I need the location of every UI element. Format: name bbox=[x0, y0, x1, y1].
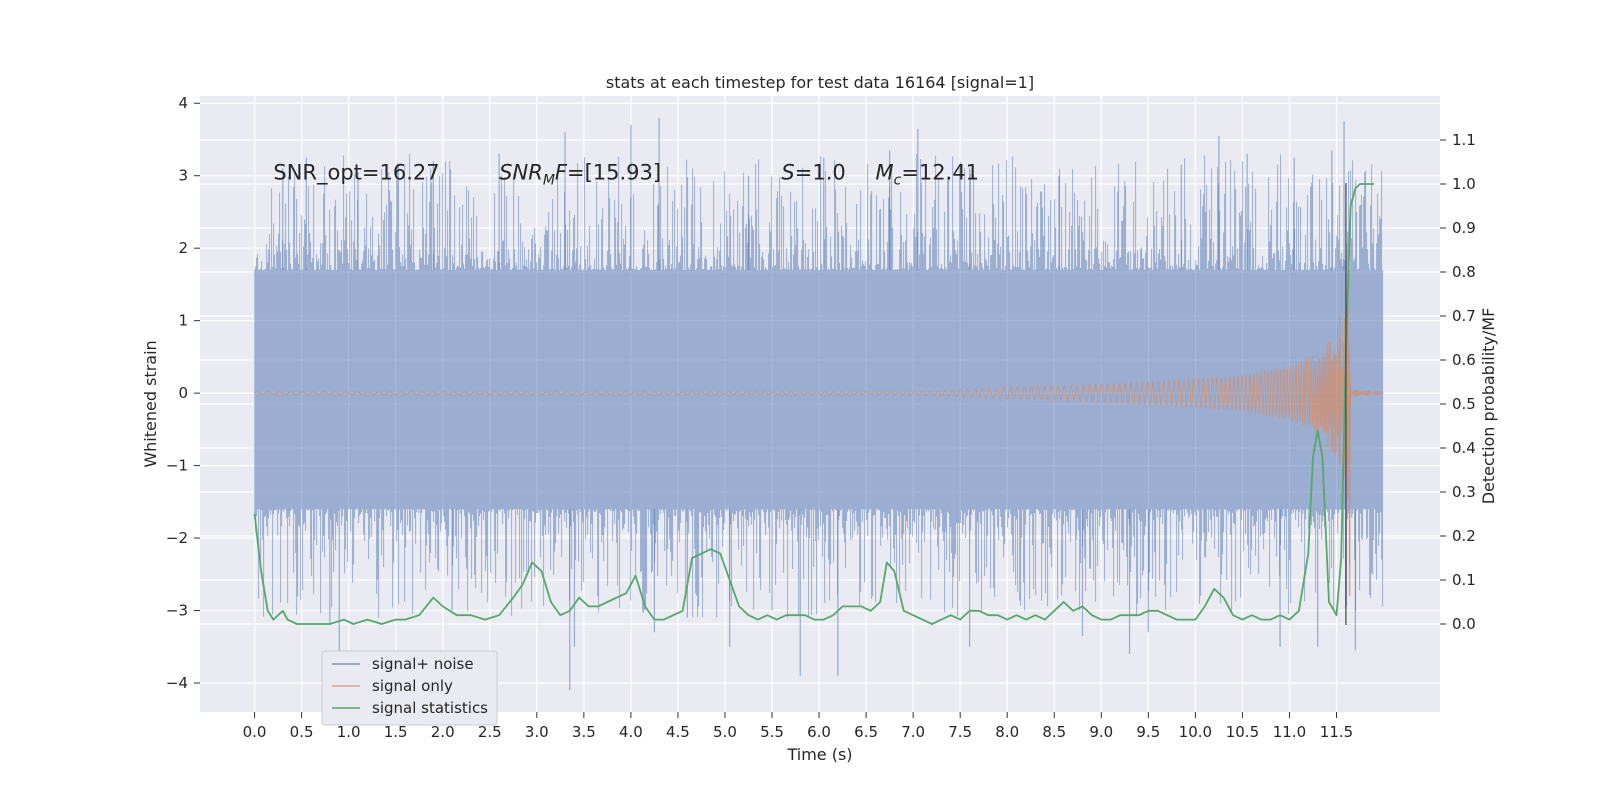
annotations: SNR_opt=16.27 SNRMF=[15.93] S=1.0 Mc=12.… bbox=[273, 160, 979, 188]
y-left-tick-label: −2 bbox=[166, 529, 188, 547]
y-left-tick-label: −3 bbox=[166, 602, 188, 620]
y-axis-right-ticks: 1.1 1.0 0.9 0.8 0.7 0.6 0.5 0.4 0.3 0.2 0.1 0.0 bbox=[1440, 131, 1476, 633]
legend: signal+ noise signal only signal statist… bbox=[321, 650, 498, 726]
annotation-snr-opt: SNR_opt=16.27 bbox=[273, 160, 439, 185]
x-tick-label: 10.0 bbox=[1179, 723, 1212, 741]
y-right-tick-label: 0.0 bbox=[1452, 615, 1476, 633]
x-tick-label: 5.0 bbox=[713, 723, 737, 741]
y-left-tick-label: −4 bbox=[166, 674, 188, 692]
y-right-tick-label: 0.7 bbox=[1452, 307, 1476, 325]
y-right-tick-label: 0.4 bbox=[1452, 439, 1476, 457]
x-tick-label: 7.0 bbox=[901, 723, 925, 741]
y-right-tick-label: 1.0 bbox=[1452, 175, 1476, 193]
x-tick-label: 6.5 bbox=[854, 723, 878, 741]
x-axis-label: Time (s) bbox=[786, 745, 852, 764]
y-left-tick-label: 2 bbox=[178, 239, 188, 257]
legend-label-noise: signal+ noise bbox=[372, 655, 474, 673]
x-tick-label: 0.0 bbox=[243, 723, 267, 741]
x-tick-label: 8.5 bbox=[1042, 723, 1066, 741]
x-tick-label: 4.0 bbox=[619, 723, 643, 741]
x-axis-ticks: 0.0 0.5 1.0 1.5 2.0 2.5 3.0 3.5 4.0 4.5 5.0 5.5 6.0 6… bbox=[243, 712, 1353, 741]
x-tick-label: 2.0 bbox=[431, 723, 455, 741]
y-left-tick-label: 3 bbox=[178, 167, 188, 185]
x-tick-label: 6.0 bbox=[807, 723, 831, 741]
signal-only-trace bbox=[254, 286, 1384, 500]
annotation-snr-mf: SNRMF=[15.93] bbox=[499, 160, 661, 188]
y-left-tick-label: 1 bbox=[178, 312, 188, 330]
x-tick-label: 3.5 bbox=[572, 723, 596, 741]
annotation-mc: Mc=12.41 bbox=[876, 160, 980, 188]
x-tick-label: 11.5 bbox=[1320, 723, 1353, 741]
signal-only-series bbox=[254, 286, 1384, 597]
x-tick-label: 1.0 bbox=[337, 723, 361, 741]
x-tick-label: 2.5 bbox=[478, 723, 502, 741]
y-right-tick-label: 0.3 bbox=[1452, 483, 1476, 501]
y-left-tick-label: −1 bbox=[166, 457, 188, 475]
x-tick-label: 7.5 bbox=[948, 723, 972, 741]
y-left-tick-label: 4 bbox=[178, 94, 188, 112]
y-right-tick-label: 0.1 bbox=[1452, 571, 1476, 589]
legend-label-stats: signal statistics bbox=[372, 699, 488, 717]
x-tick-label: 5.5 bbox=[760, 723, 784, 741]
x-tick-label: 9.0 bbox=[1089, 723, 1113, 741]
x-tick-label: 10.5 bbox=[1226, 723, 1259, 741]
y-right-tick-label: 0.5 bbox=[1452, 395, 1476, 413]
legend-box bbox=[321, 650, 498, 726]
y-axis-left-label: Whitened strain bbox=[141, 340, 160, 467]
y-right-tick-label: 0.2 bbox=[1452, 527, 1476, 545]
x-tick-label: 1.5 bbox=[384, 723, 408, 741]
x-tick-label: 9.5 bbox=[1136, 723, 1160, 741]
signal-statistics-series bbox=[253, 183, 1375, 625]
x-tick-label: 4.5 bbox=[666, 723, 690, 741]
y-axis-right-label: Detection probability/MF bbox=[1479, 308, 1498, 505]
y-right-tick-label: 0.9 bbox=[1452, 219, 1476, 237]
legend-label-signal: signal only bbox=[372, 677, 453, 695]
annotation-s: S=1.0 bbox=[781, 160, 845, 184]
y-axis-left-ticks: 4 3 2 1 0 −1 −2 −3 −4 bbox=[166, 94, 200, 692]
y-right-tick-label: 1.1 bbox=[1452, 131, 1476, 149]
x-tick-label: 11.0 bbox=[1273, 723, 1306, 741]
y-right-tick-label: 0.6 bbox=[1452, 351, 1476, 369]
chart-title: stats at each timestep for test data 161… bbox=[606, 73, 1034, 92]
y-left-tick-label: 0 bbox=[178, 384, 188, 402]
x-tick-label: 0.5 bbox=[290, 723, 314, 741]
x-tick-label: 8.0 bbox=[995, 723, 1019, 741]
y-right-tick-label: 0.8 bbox=[1452, 263, 1476, 281]
signal-statistics-line bbox=[253, 183, 1375, 625]
x-tick-label: 3.0 bbox=[525, 723, 549, 741]
